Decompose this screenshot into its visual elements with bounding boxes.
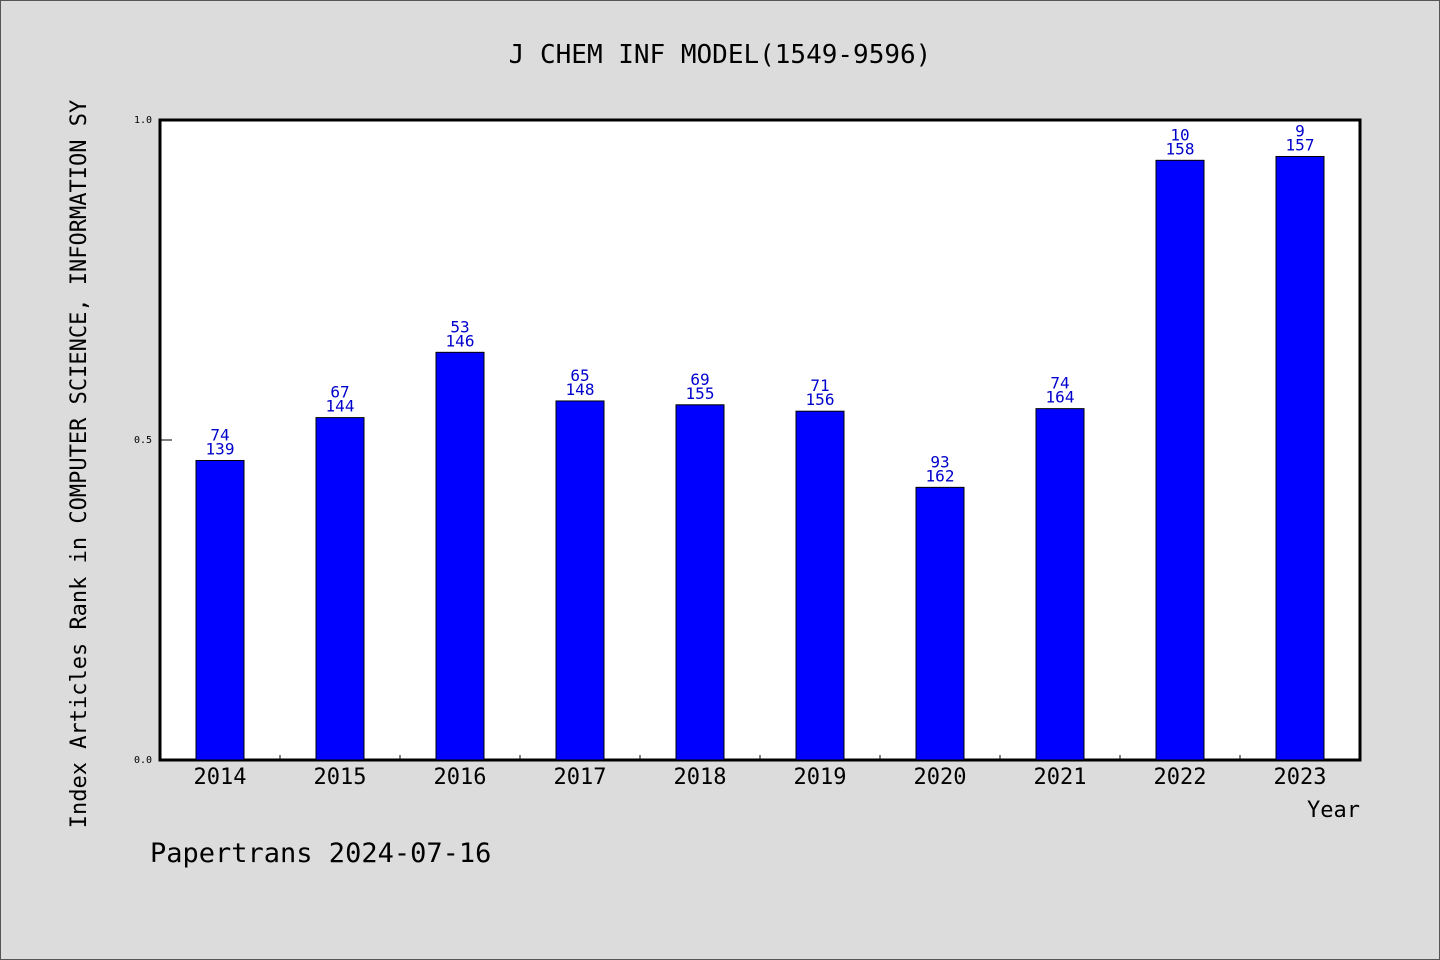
data-label-total-2017: 148 [566, 380, 595, 399]
bar-2023 [1275, 155, 1325, 761]
x-tick-label-2018: 2018 [674, 765, 727, 790]
bars-layer [195, 155, 1325, 761]
data-label-total-2016: 146 [446, 331, 475, 350]
chart-title: J CHEM INF MODEL(1549-9596) [509, 40, 932, 70]
x-tick-label-2016: 2016 [434, 765, 487, 790]
y-axis-ticks: 0.0 0.5 1.0 [134, 115, 172, 766]
bar-2019 [795, 410, 845, 761]
footer-credit: Papertrans 2024-07-16 [150, 838, 491, 869]
bar-2015 [315, 417, 365, 761]
bar-2018 [675, 404, 725, 761]
bar-2021 [1035, 408, 1085, 761]
x-tick-label-2014: 2014 [194, 765, 247, 790]
data-label-rank-2021: 74 [1050, 374, 1069, 393]
bar-2014 [195, 459, 245, 761]
x-axis-label: Year [1307, 798, 1360, 823]
y-axis-label: Index Articles Rank in COMPUTER SCIENCE,… [67, 100, 92, 828]
data-label-total-2021: 164 [1046, 388, 1075, 407]
data-label-total-2015: 144 [326, 397, 355, 416]
data-label-total-2020: 162 [926, 466, 955, 485]
data-label-rank-2014: 74 [210, 425, 229, 444]
x-tick-label-2021: 2021 [1034, 765, 1087, 790]
x-tick-label-2017: 2017 [554, 765, 607, 790]
data-label-rank-2020: 93 [930, 452, 949, 471]
bar-2016 [435, 351, 485, 761]
data-label-rank-2019: 71 [810, 376, 829, 395]
y-tick-label-0.0: 0.0 [134, 755, 152, 766]
data-label-rank-2022: 10 [1170, 125, 1189, 144]
data-label-total-2022: 158 [1166, 139, 1195, 158]
x-tick-label-2015: 2015 [314, 765, 367, 790]
x-axis-ticks: 2014 2015 2016 2017 2018 2019 2020 2021 2022 2023 [194, 755, 1327, 790]
data-label-total-2019: 156 [806, 390, 835, 409]
data-label-rank-2015: 67 [330, 383, 349, 402]
bar-2022 [1155, 159, 1205, 761]
x-tick-label-2023: 2023 [1274, 765, 1327, 790]
data-label-rank-2018: 69 [690, 370, 709, 389]
data-label-rank-2023: 9 [1295, 121, 1305, 140]
x-tick-label-2019: 2019 [794, 765, 847, 790]
data-label-total-2018: 155 [686, 384, 715, 403]
y-tick-label-1.0: 1.0 [134, 115, 152, 126]
bar-2017 [555, 400, 605, 761]
bar-2020 [915, 486, 965, 761]
data-label-total-2014: 139 [206, 439, 235, 458]
data-label-total-2023: 157 [1286, 135, 1315, 154]
y-tick-label-0.5: 0.5 [134, 435, 152, 446]
data-label-rank-2017: 65 [570, 366, 589, 385]
x-tick-label-2022: 2022 [1154, 765, 1207, 790]
x-tick-label-2020: 2020 [914, 765, 967, 790]
data-label-rank-2016: 53 [450, 317, 469, 336]
